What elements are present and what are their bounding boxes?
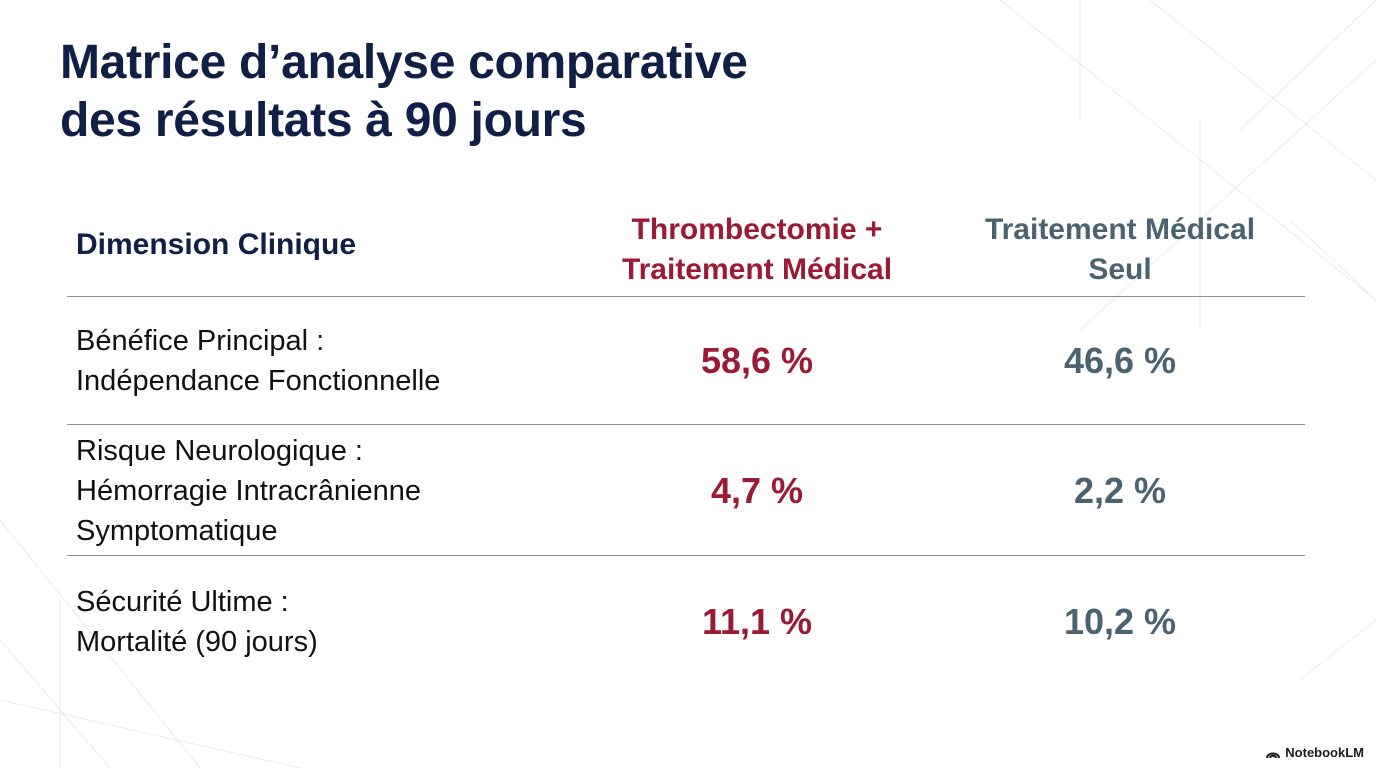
header-control-line-2: Seul xyxy=(1088,253,1152,286)
brand-label: NotebookLM xyxy=(1285,745,1364,760)
treatment-value: 58,6 % xyxy=(700,340,814,381)
row-label-line: Risque Neurologique : xyxy=(76,435,363,467)
brand-watermark: NotebookLM xyxy=(1265,745,1364,760)
row-label: Bénéfice Principal : Indépendance Foncti… xyxy=(76,321,440,401)
row-label: Sécurité Ultime : Mortalité (90 jours) xyxy=(76,582,318,662)
row-label-line: Sécurité Ultime : xyxy=(76,586,289,618)
row-label-line: Mortalité (90 jours) xyxy=(76,626,318,658)
row-label-line: Bénéfice Principal : xyxy=(76,325,325,357)
title-line-1: Matrice d’analyse comparative xyxy=(60,36,748,89)
title-line-2: des résultats à 90 jours xyxy=(60,94,587,147)
notebooklm-logo-icon xyxy=(1266,752,1281,758)
control-value: 46,6 % xyxy=(1063,340,1177,381)
header-dimension: Dimension Clinique xyxy=(76,228,357,261)
table-row: Risque Neurologique : Hémorragie Intracr… xyxy=(67,425,1305,556)
table-row: Sécurité Ultime : Mortalité (90 jours) 1… xyxy=(67,556,1305,686)
table-header: Dimension Clinique Thrombectomie + Trait… xyxy=(67,196,1305,297)
table-row: Bénéfice Principal : Indépendance Foncti… xyxy=(67,297,1305,425)
header-treatment-line-2: Traitement Médical xyxy=(621,253,893,286)
page-title: Matrice d’analyse comparative des résult… xyxy=(60,34,748,150)
control-value: 2,2 % xyxy=(1073,470,1167,511)
header-control: Traitement Médical Seul xyxy=(940,210,1300,290)
header-treatment-line-1: Thrombectomie + xyxy=(631,213,883,246)
header-control-line-1: Traitement Médical xyxy=(984,213,1256,246)
row-label: Risque Neurologique : Hémorragie Intracr… xyxy=(76,431,421,551)
row-label-line: Hémorragie Intracrânienne xyxy=(76,475,421,507)
control-value: 10,2 % xyxy=(1063,601,1177,642)
row-label-line: Indépendance Fonctionnelle xyxy=(76,365,441,397)
treatment-value: 4,7 % xyxy=(710,470,804,511)
header-treatment: Thrombectomie + Traitement Médical xyxy=(577,210,937,290)
treatment-value: 11,1 % xyxy=(701,601,813,642)
row-label-line: Symptomatique xyxy=(76,515,278,547)
